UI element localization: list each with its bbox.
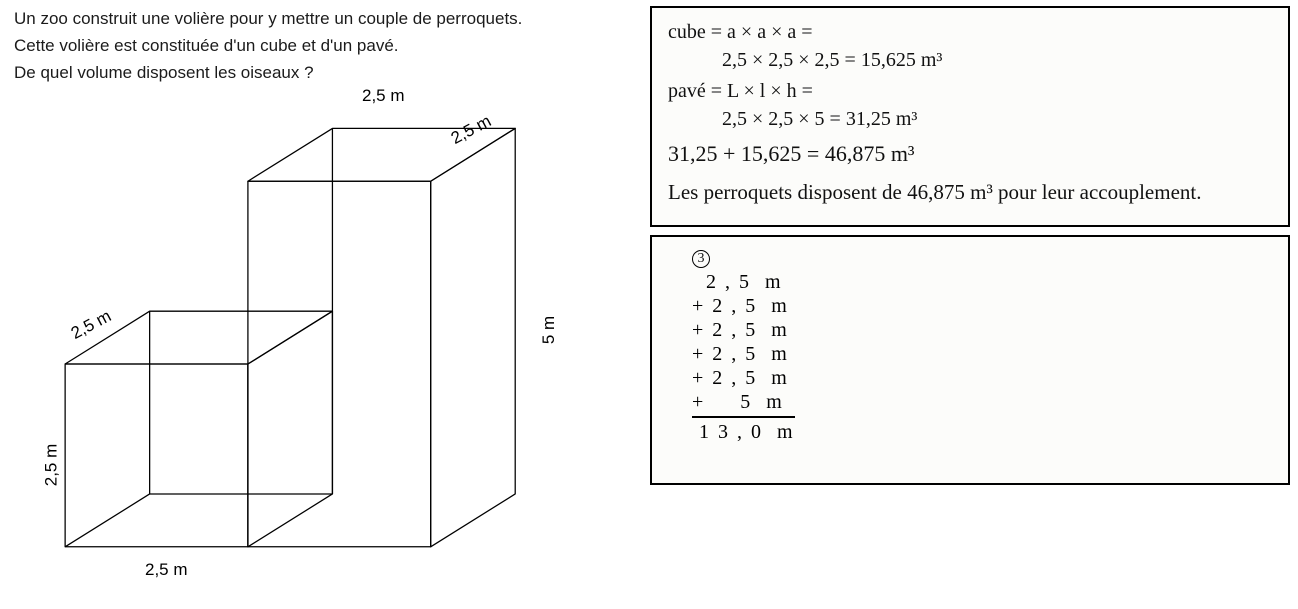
pave-side-face [431, 128, 516, 546]
addition-sum: 1 3 , 0 m [692, 416, 795, 444]
answer1-pave-calc: 2,5 × 2,5 × 5 = 31,25 m³ [722, 107, 1272, 133]
question-number-marker: 3 [692, 250, 710, 268]
dimension-height-5m: 5 m [539, 316, 559, 344]
problem-line-3: De quel volume disposent les oiseaux ? [14, 62, 626, 85]
column-addition: 2 , 5 m + 2 , 5 m + 2 , 5 m + 2 , 5 m + … [692, 270, 1248, 444]
problem-line-1: Un zoo construit une volière pour y mett… [14, 8, 626, 31]
cube-front-face [65, 364, 248, 547]
problem-panel: Un zoo construit une volière pour y mett… [0, 0, 640, 97]
cube-side-face [248, 311, 333, 547]
addition-row: + 2 , 5 m [692, 319, 789, 341]
answer1-cube-formula: cube = a × a × a = [668, 20, 1272, 46]
pave-front-face [248, 181, 431, 547]
answer1-cube-calc: 2,5 × 2,5 × 2,5 = 15,625 m³ [722, 48, 1272, 74]
addition-row: + 2 , 5 m [692, 295, 789, 317]
answer1-pave-formula: pavé = L × l × h = [668, 79, 1272, 105]
cube-top-face [65, 311, 332, 364]
addition-row: + 2 , 5 m [692, 367, 789, 389]
problem-text: Un zoo construit une volière pour y mett… [14, 8, 626, 85]
answer1-sum: 31,25 + 15,625 = 46,875 m³ [668, 140, 1272, 168]
addition-row: 2 , 5 m [692, 271, 783, 293]
answers-panel: cube = a × a × a = 2,5 × 2,5 × 2,5 = 15,… [650, 6, 1290, 493]
answer-box-2: 3 2 , 5 m + 2 , 5 m + 2 , 5 m + 2 , 5 m … [650, 235, 1290, 485]
problem-line-2: Cette volière est constituée d'un cube e… [14, 35, 626, 58]
answer-box-1: cube = a × a × a = 2,5 × 2,5 × 2,5 = 15,… [650, 6, 1290, 227]
aviary-diagram [44, 106, 530, 584]
addition-row: + 2 , 5 m [692, 343, 789, 365]
answer1-sentence: Les perroquets disposent de 46,875 m³ po… [668, 179, 1272, 206]
pave-top-face [248, 128, 515, 181]
hidden-edge-1 [65, 311, 150, 547]
addition-row: + 5 m [692, 391, 784, 413]
dimension-top-width: 2,5 m [362, 86, 405, 106]
